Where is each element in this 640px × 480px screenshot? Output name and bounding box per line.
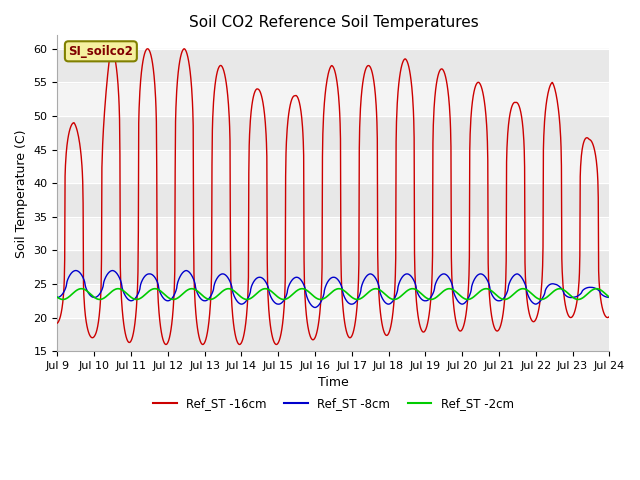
Bar: [58, 284, 609, 318]
Bar: [58, 251, 609, 284]
Bar: [58, 318, 609, 351]
Title: Soil CO2 Reference Soil Temperatures: Soil CO2 Reference Soil Temperatures: [189, 15, 478, 30]
Legend: Ref_ST -16cm, Ref_ST -8cm, Ref_ST -2cm: Ref_ST -16cm, Ref_ST -8cm, Ref_ST -2cm: [148, 392, 518, 415]
Bar: [58, 49, 609, 83]
Y-axis label: Soil Temperature (C): Soil Temperature (C): [15, 129, 28, 257]
Bar: [58, 83, 609, 116]
X-axis label: Time: Time: [318, 376, 349, 389]
Bar: [58, 150, 609, 183]
Bar: [58, 217, 609, 251]
Text: SI_soilco2: SI_soilco2: [68, 45, 133, 58]
Bar: [58, 116, 609, 150]
Bar: [58, 183, 609, 217]
